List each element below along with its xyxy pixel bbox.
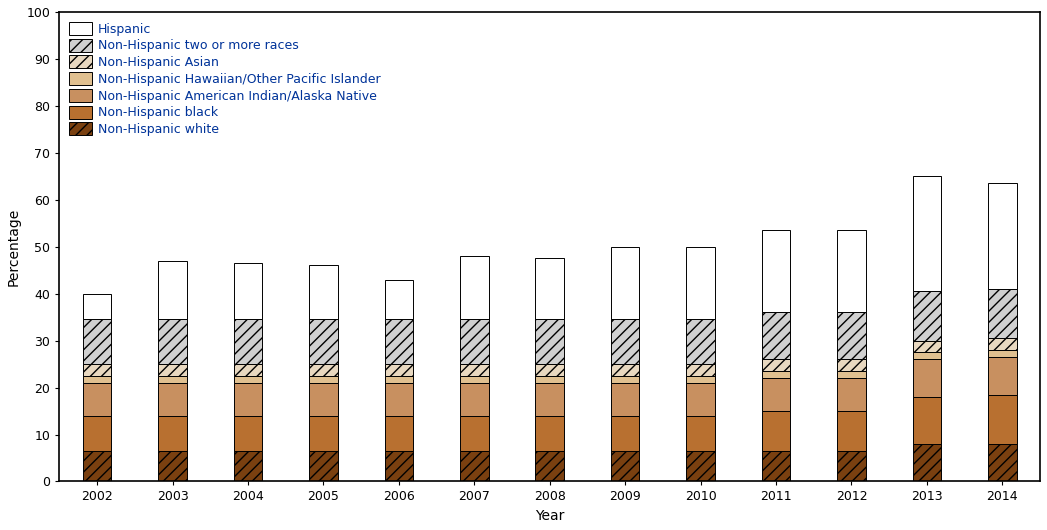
Legend: Hispanic, Non-Hispanic two or more races, Non-Hispanic Asian, Non-Hispanic Hawai: Hispanic, Non-Hispanic two or more races… — [66, 18, 384, 140]
Bar — [83, 416, 111, 451]
Bar — [384, 376, 414, 383]
Bar — [83, 383, 111, 416]
Bar — [309, 266, 338, 320]
Bar — [686, 451, 715, 481]
Bar — [460, 416, 489, 451]
Bar — [913, 176, 941, 292]
Bar — [913, 444, 941, 481]
Bar — [610, 320, 640, 364]
Bar — [838, 411, 866, 451]
Bar — [384, 280, 414, 320]
Bar — [762, 451, 790, 481]
Bar — [610, 246, 640, 320]
Bar — [233, 263, 263, 320]
Bar — [309, 383, 338, 416]
Bar — [988, 183, 1017, 289]
Bar — [988, 444, 1017, 481]
Bar — [913, 292, 941, 341]
Bar — [460, 256, 489, 320]
Bar — [762, 378, 790, 411]
Bar — [610, 383, 640, 416]
Bar — [158, 416, 186, 451]
Bar — [460, 383, 489, 416]
Bar — [158, 376, 186, 383]
Bar — [535, 364, 564, 376]
Bar — [610, 416, 640, 451]
Bar — [83, 376, 111, 383]
Bar — [83, 320, 111, 364]
Bar — [988, 338, 1017, 350]
Bar — [83, 451, 111, 481]
Bar — [988, 289, 1017, 338]
Bar — [913, 397, 941, 444]
Bar — [838, 451, 866, 481]
Bar — [913, 341, 941, 352]
Bar — [686, 246, 715, 320]
Bar — [460, 320, 489, 364]
Bar — [686, 376, 715, 383]
Bar — [233, 451, 263, 481]
Bar — [83, 294, 111, 320]
Bar — [838, 378, 866, 411]
Bar — [686, 416, 715, 451]
Bar — [384, 383, 414, 416]
Bar — [762, 313, 790, 359]
Bar — [838, 230, 866, 313]
Bar — [988, 357, 1017, 395]
Bar — [610, 364, 640, 376]
Bar — [158, 364, 186, 376]
Bar — [838, 359, 866, 371]
Bar — [309, 364, 338, 376]
Bar — [535, 320, 564, 364]
Bar — [309, 320, 338, 364]
Bar — [460, 376, 489, 383]
Bar — [83, 364, 111, 376]
Bar — [384, 320, 414, 364]
X-axis label: Year: Year — [535, 509, 564, 523]
Bar — [762, 359, 790, 371]
Bar — [384, 416, 414, 451]
Bar — [233, 383, 263, 416]
Bar — [384, 364, 414, 376]
Bar — [686, 364, 715, 376]
Bar — [460, 364, 489, 376]
Bar — [913, 359, 941, 397]
Bar — [610, 451, 640, 481]
Bar — [309, 451, 338, 481]
Bar — [838, 371, 866, 378]
Bar — [535, 451, 564, 481]
Bar — [686, 320, 715, 364]
Bar — [988, 395, 1017, 444]
Bar — [913, 352, 941, 359]
Bar — [158, 451, 186, 481]
Bar — [838, 313, 866, 359]
Bar — [233, 376, 263, 383]
Bar — [535, 376, 564, 383]
Bar — [384, 451, 414, 481]
Bar — [233, 320, 263, 364]
Bar — [535, 259, 564, 320]
Bar — [233, 416, 263, 451]
Bar — [686, 383, 715, 416]
Bar — [610, 376, 640, 383]
Bar — [762, 411, 790, 451]
Y-axis label: Percentage: Percentage — [7, 208, 21, 286]
Bar — [762, 371, 790, 378]
Bar — [233, 364, 263, 376]
Bar — [460, 451, 489, 481]
Bar — [988, 350, 1017, 357]
Bar — [535, 383, 564, 416]
Bar — [158, 383, 186, 416]
Bar — [158, 320, 186, 364]
Bar — [309, 416, 338, 451]
Bar — [158, 261, 186, 320]
Bar — [309, 376, 338, 383]
Bar — [535, 416, 564, 451]
Bar — [762, 230, 790, 313]
